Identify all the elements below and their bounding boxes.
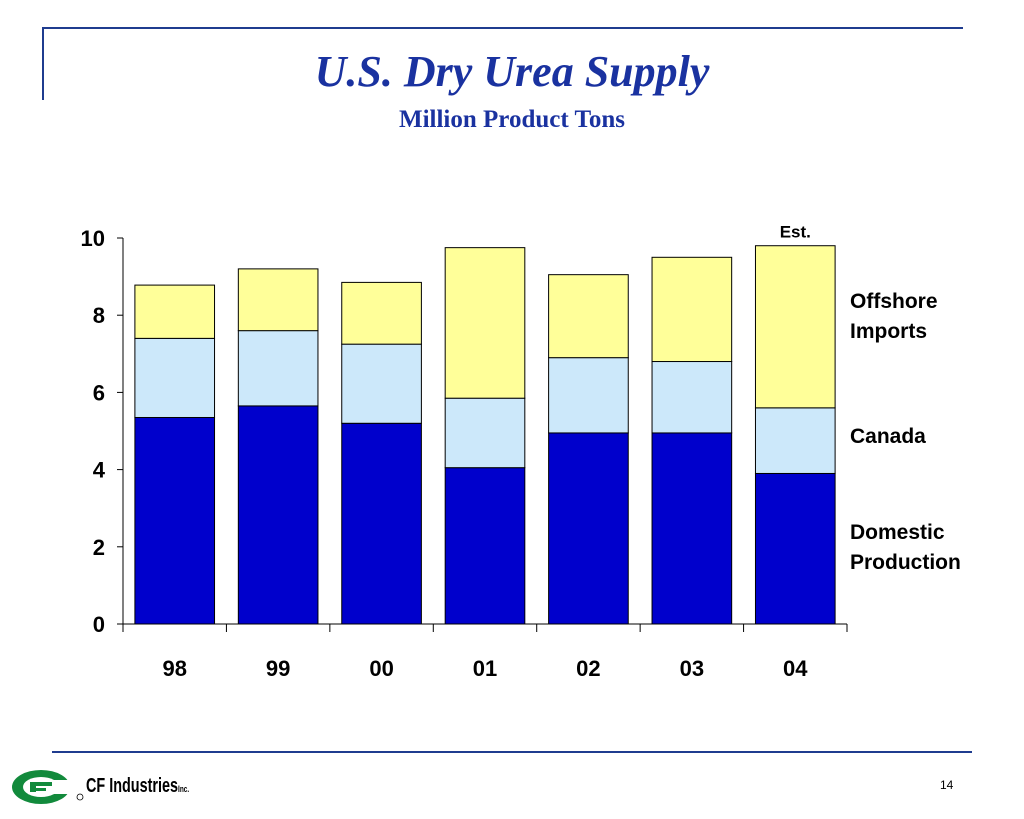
legend-label: Production xyxy=(850,551,961,574)
cf-industries-logo-icon xyxy=(12,770,84,804)
bar-canada-01 xyxy=(444,397,526,469)
footer-divider xyxy=(52,751,972,753)
bar-canada-99 xyxy=(237,330,319,407)
y-tick-label: 6 xyxy=(93,380,105,405)
x-tick-label: 98 xyxy=(162,656,186,681)
bar-domestic-production-04 xyxy=(754,472,836,625)
x-tick-label: 00 xyxy=(369,656,393,681)
y-tick-label: 10 xyxy=(81,226,105,251)
x-tick-label: 02 xyxy=(576,656,600,681)
brand-name: CF IndustriesInc. xyxy=(86,775,189,798)
legend-label: Canada xyxy=(850,425,926,448)
x-tick-label: 01 xyxy=(473,656,497,681)
bar-domestic-production-02 xyxy=(548,432,629,625)
legend-label: Domestic xyxy=(850,521,945,544)
legend-label: Offshore xyxy=(850,290,938,313)
bar-canada-98 xyxy=(134,337,216,418)
bar-domestic-production-00 xyxy=(341,422,422,625)
bar-offshore-imports-04 xyxy=(754,245,836,409)
x-tick-label: 99 xyxy=(266,656,290,681)
bar-offshore-imports-00 xyxy=(341,281,422,345)
x-tick-label: 04 xyxy=(783,656,808,681)
bar-canada-04 xyxy=(754,407,836,474)
bar-canada-02 xyxy=(548,357,629,434)
legend-label: Imports xyxy=(850,320,927,343)
bar-offshore-imports-03 xyxy=(651,256,733,363)
brand-name-text: CF Industries xyxy=(86,775,179,797)
brand-suffix: Inc. xyxy=(178,784,190,794)
bar-domestic-production-99 xyxy=(237,405,319,625)
y-tick-label: 8 xyxy=(93,303,105,328)
estimate-annotation: Est. xyxy=(780,223,811,242)
bar-offshore-imports-01 xyxy=(444,247,526,399)
x-tick-label: 03 xyxy=(680,656,704,681)
y-tick-label: 4 xyxy=(93,458,106,483)
bar-canada-00 xyxy=(341,343,422,424)
bar-canada-03 xyxy=(651,361,733,434)
y-tick-label: 0 xyxy=(93,612,105,637)
slide-frame-top-border xyxy=(42,27,963,29)
bar-offshore-imports-99 xyxy=(237,268,319,332)
bar-domestic-production-01 xyxy=(444,467,526,625)
y-tick-label: 2 xyxy=(93,535,105,560)
slide-title: U.S. Dry Urea Supply xyxy=(314,47,710,96)
slide-subtitle: Million Product Tons xyxy=(399,106,625,133)
bar-domestic-production-03 xyxy=(651,432,733,625)
bar-domestic-production-98 xyxy=(134,416,216,625)
bar-offshore-imports-02 xyxy=(548,274,629,359)
slide-frame-left-border xyxy=(42,27,44,100)
page-number: 14 xyxy=(940,778,954,792)
bar-offshore-imports-98 xyxy=(134,284,216,339)
